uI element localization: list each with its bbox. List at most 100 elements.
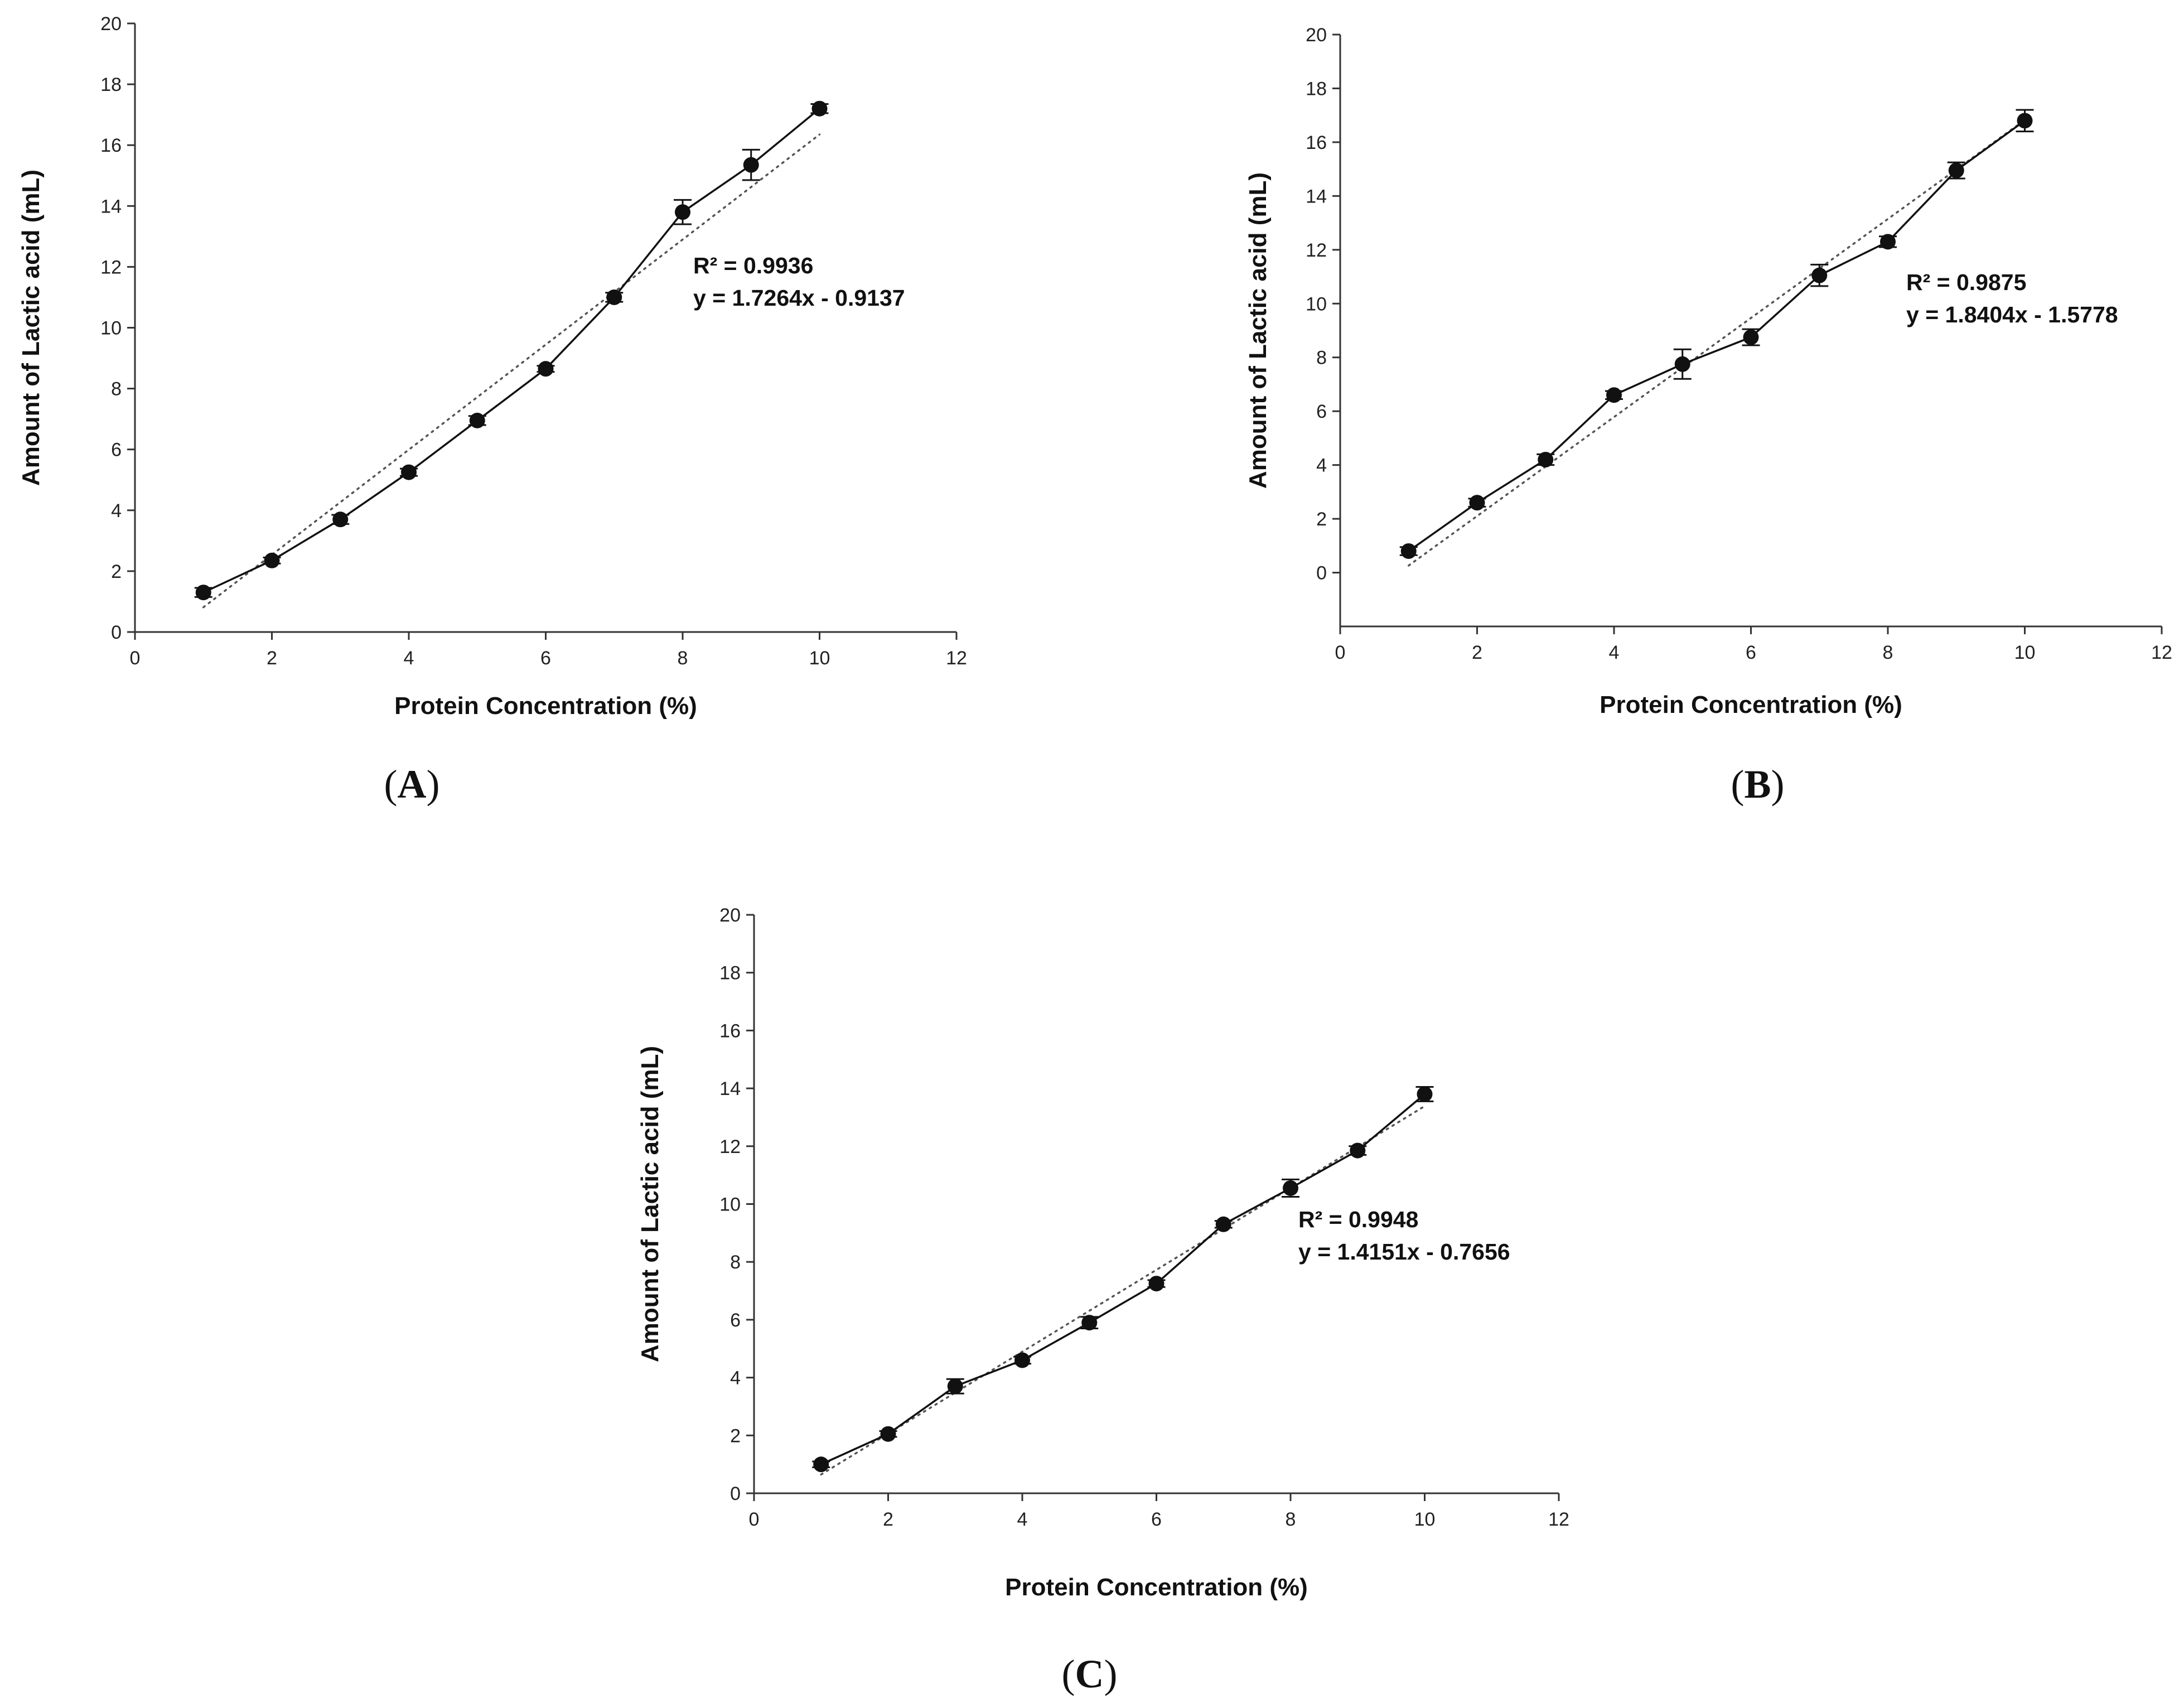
data-point	[1743, 329, 1759, 345]
y-tick-label: 8	[730, 1252, 741, 1273]
data-point	[880, 1426, 896, 1442]
series-line	[1408, 119, 2026, 552]
y-tick-label: 20	[1306, 25, 1327, 46]
data-point	[947, 1378, 963, 1395]
data-point	[1606, 387, 1622, 403]
data-point	[332, 512, 349, 528]
y-tick-label: 20	[719, 905, 741, 926]
y-tick-label: 14	[719, 1078, 741, 1099]
r-squared-label: R² = 0.9948	[1298, 1207, 1418, 1232]
y-tick-label: 4	[111, 500, 122, 522]
y-tick-label: 14	[1306, 186, 1327, 207]
y-tick-label: 6	[111, 440, 122, 461]
chart-panel-c: 0 2 4 6 8 10 12 14 16 18 20 0 2 4 6 8 10 12 Protein Concen…	[636, 905, 1569, 1696]
x-tick-label: 10	[809, 648, 830, 669]
data-point	[811, 100, 828, 117]
data-point	[195, 585, 211, 601]
series-line	[203, 108, 820, 594]
y-tick-label: 18	[719, 963, 741, 984]
y-axis-title: Amount of Lactic acid (mL)	[17, 170, 45, 486]
y-axis-title: Amount of Lactic acid (mL)	[1244, 172, 1272, 489]
y-tick-label: 10	[1306, 293, 1327, 315]
data-point	[1014, 1352, 1030, 1368]
data-point	[1674, 356, 1690, 372]
y-tick-label: 2	[111, 561, 122, 582]
data-point	[1400, 543, 1417, 559]
data-point	[1417, 1086, 1433, 1102]
panel-label: (C)	[1062, 1652, 1118, 1696]
panel-label: (A)	[384, 762, 440, 807]
x-tick-label: 6	[1746, 642, 1756, 663]
y-tick-label: 8	[111, 379, 122, 400]
x-tick-label: 12	[1548, 1509, 1569, 1530]
y-tick-label: 4	[730, 1368, 741, 1389]
y-tick-label: 0	[730, 1483, 741, 1504]
y-axis-title: Amount of Lactic acid (mL)	[636, 1046, 664, 1362]
y-tick-label: 0	[111, 622, 122, 643]
panel-label: (B)	[1731, 762, 1785, 807]
x-axis-title: Protein Concentration (%)	[1005, 1574, 1308, 1601]
data-point	[538, 361, 554, 377]
x-tick-label: 2	[1472, 642, 1482, 663]
x-axis-title: Protein Concentration (%)	[394, 692, 697, 720]
y-tick-label: 18	[100, 74, 122, 95]
data-point	[2017, 113, 2033, 129]
data-point	[1880, 234, 1896, 250]
data-point	[1538, 451, 1554, 467]
series-line	[820, 1093, 1426, 1465]
data-point	[401, 464, 417, 480]
data-point	[1811, 267, 1828, 283]
x-tick-label: 4	[1017, 1509, 1028, 1530]
chart-panel-a: 0 2 4 6 8 10 12 14 16 18 20 0 2 4 6 8 10 12 Protein Concen…	[17, 13, 967, 807]
x-tick-label: 0	[130, 648, 141, 669]
data-point	[1215, 1216, 1231, 1232]
data-point	[469, 412, 485, 428]
trendline	[202, 133, 821, 609]
data-point	[1283, 1180, 1298, 1196]
y-tick-label: 16	[1306, 132, 1327, 153]
y-tick-label: 0	[1316, 563, 1327, 584]
data-point	[1350, 1142, 1366, 1159]
data-point	[675, 204, 690, 220]
x-tick-label: 8	[1883, 642, 1893, 663]
y-tick-label: 12	[719, 1136, 741, 1157]
x-tick-label: 12	[2151, 642, 2172, 663]
x-tick-label: 8	[1286, 1509, 1296, 1530]
x-tick-label: 10	[2014, 642, 2036, 663]
x-tick-label: 10	[1414, 1509, 1436, 1530]
x-tick-label: 0	[749, 1509, 760, 1530]
data-point	[606, 289, 622, 305]
y-tick-label: 18	[1306, 78, 1327, 99]
x-tick-label: 2	[267, 648, 277, 669]
chart-panel-b: 0 2 4 6 8 10 12 14 16 18 20 0 2 4 6 8 10 12 Protein Concen…	[1244, 25, 2172, 807]
trendline	[1408, 119, 2026, 567]
y-tick-label: 16	[100, 135, 122, 156]
x-tick-label: 4	[404, 648, 414, 669]
y-tick-label: 10	[719, 1194, 741, 1215]
equation-label: y = 1.4151x - 0.7656	[1298, 1239, 1510, 1265]
y-tick-label: 2	[1316, 509, 1327, 530]
y-tick-label: 16	[719, 1020, 741, 1041]
y-tick-label: 4	[1316, 455, 1327, 476]
x-tick-label: 8	[678, 648, 688, 669]
x-tick-label: 6	[1151, 1509, 1162, 1530]
y-tick-label: 14	[100, 196, 122, 217]
x-tick-label: 6	[540, 648, 551, 669]
y-tick-label: 12	[100, 257, 122, 278]
x-tick-label: 4	[1609, 642, 1620, 663]
r-squared-label: R² = 0.9875	[1906, 269, 2026, 295]
trendline	[820, 1105, 1426, 1476]
data-point	[264, 552, 280, 568]
y-tick-label: 6	[1316, 401, 1327, 422]
equation-label: y = 1.7264x - 0.9137	[693, 285, 905, 311]
data-point	[1148, 1276, 1165, 1292]
data-point	[743, 157, 759, 173]
data-point	[1081, 1315, 1098, 1331]
r-squared-label: R² = 0.9936	[693, 253, 813, 278]
y-tick-label: 10	[100, 318, 122, 339]
y-tick-label: 8	[1316, 348, 1327, 369]
x-tick-label: 12	[946, 648, 967, 669]
y-tick-label: 12	[1306, 240, 1327, 261]
y-tick-label: 20	[100, 13, 122, 35]
